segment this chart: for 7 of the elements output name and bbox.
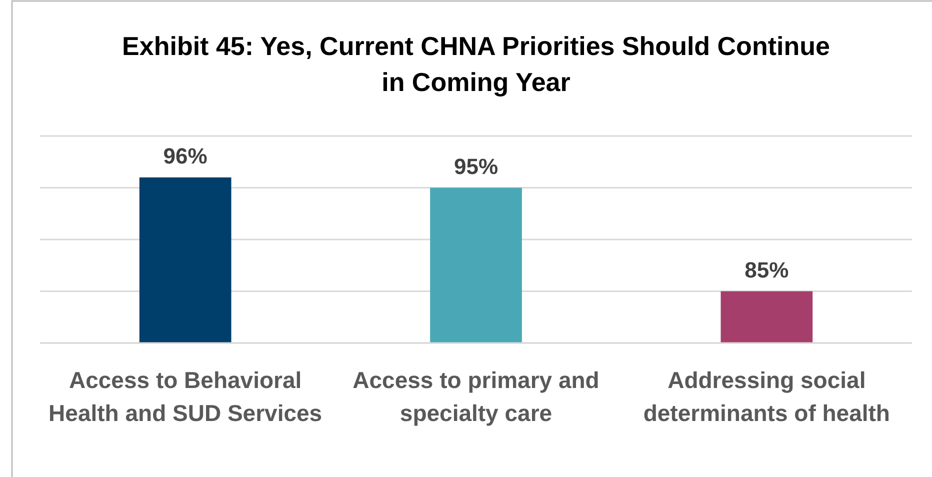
x-tick-label: Addressing social determinants of health: [643, 367, 890, 426]
x-tick-label: Access to primary and specialty care: [352, 367, 600, 426]
data-label: 96%: [163, 143, 208, 168]
x-tick-label: Access to Behavioral Health and SUD Services: [48, 367, 322, 426]
data-label: 85%: [744, 257, 789, 282]
data-label: 95%: [454, 154, 498, 179]
chart-title: Exhibit 45: Yes, Current CHNA Priorities Should Continue in Coming Year: [122, 31, 830, 97]
